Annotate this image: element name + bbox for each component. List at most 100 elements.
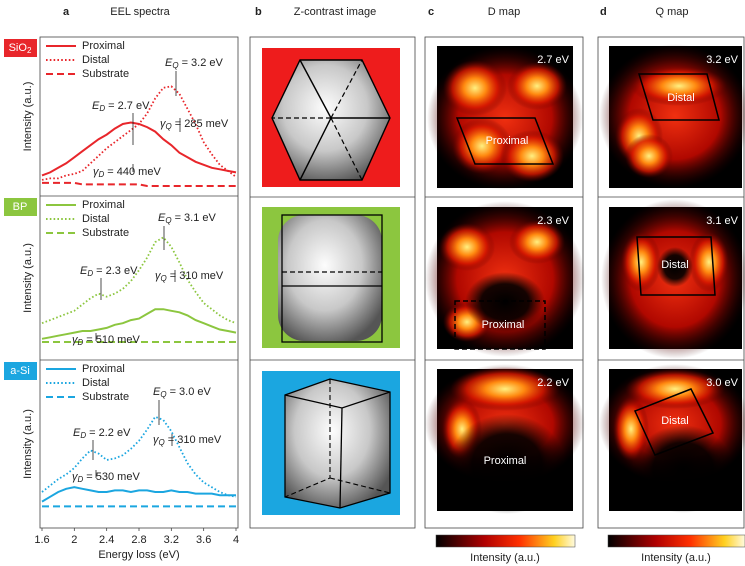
annotation-text: = 2.7 eV [108, 100, 150, 112]
map-intensity [507, 62, 567, 110]
annotation-text: = 3.2 eV [182, 57, 224, 69]
annotation: ED= 2.3 eV [80, 265, 138, 278]
annotation-text: = 285 meV [175, 118, 229, 130]
annotation: γQ= 310 meV [155, 270, 224, 283]
annotation-subscript: Q [166, 122, 172, 131]
colorbar-label: Intensity (a.u.) [470, 552, 540, 564]
annotation-text: = 530 meV [86, 471, 140, 483]
legend-label: Distal [82, 213, 110, 225]
annotation: EQ= 3.2 eV [165, 57, 224, 70]
x-tick-label: 2 [71, 534, 77, 546]
map-image: 3.1 eV Distal [601, 199, 745, 359]
annotation-text: = 310 meV [170, 270, 224, 282]
y-axis-label: Intensity (a.u.) [22, 243, 34, 313]
annotation: ED= 2.2 eV [73, 427, 131, 440]
map-image: 2.3 eV Proximal [425, 201, 585, 357]
sample-label: BP [13, 201, 28, 213]
map-intensity [439, 223, 495, 271]
x-tick-label: 1.6 [34, 534, 49, 546]
annotation-subscript: Q [160, 390, 166, 399]
legend-label: Proximal [82, 40, 125, 52]
y-axis-label: Intensity (a.u.) [22, 82, 34, 152]
series-line [42, 487, 236, 501]
annotation-subscript: D [99, 104, 105, 113]
annotation: γQ= 285 meV [160, 118, 229, 131]
colorbar [436, 535, 575, 547]
annotation: γD= 530 meV [72, 471, 140, 484]
panel-letter: b [255, 6, 262, 18]
annotation-subscript: D [78, 475, 84, 484]
map-intensity [621, 232, 661, 292]
x-tick-label: 2.8 [131, 534, 146, 546]
annotation: γQ= 310 meV [153, 434, 222, 447]
annotation: γD= 440 meV [93, 166, 161, 179]
map-image: 2.7 eV Proximal [427, 46, 583, 190]
figure: 2.7 eV Proximal 2.3 eV Proximal 2.2 eV Proxim… [0, 0, 745, 566]
annotation-text: = 3.1 eV [175, 212, 217, 224]
map-region: Proximal [482, 319, 525, 331]
legend-label: Substrate [82, 391, 129, 403]
legend-label: Proximal [82, 363, 125, 375]
panel-letter: d [600, 6, 607, 18]
legend-label: Proximal [82, 199, 125, 211]
x-tick-label: 4 [233, 534, 239, 546]
map-region: Distal [661, 415, 689, 427]
sample-name: BP [13, 201, 28, 213]
map-region: Proximal [486, 135, 529, 147]
annotation-text: = 2.3 eV [96, 265, 138, 277]
sample-name: SiO [9, 42, 28, 54]
map-energy: 2.3 eV [537, 215, 569, 227]
panel-title: Q map [655, 6, 688, 18]
map-region: Distal [661, 259, 689, 271]
panel-title: D map [488, 6, 520, 18]
colorbar [608, 535, 745, 547]
annotation-subscript: D [99, 170, 105, 179]
series-line [42, 417, 236, 497]
annotation-subscript: Q [172, 61, 178, 70]
annotation-subscript: Q [161, 274, 167, 283]
map-region: Proximal [484, 455, 527, 467]
y-axis-label: Intensity (a.u.) [22, 409, 34, 479]
sample-subscript: 2 [27, 46, 32, 55]
maps: 2.7 eV Proximal 2.3 eV Proximal 2.2 eV Proxim… [425, 44, 745, 514]
annotation-text: = 2.2 eV [89, 427, 131, 439]
panel-title: EEL spectra [110, 6, 170, 18]
map-energy: 2.2 eV [537, 377, 569, 389]
map-intensity [689, 232, 729, 292]
map-energy: 3.1 eV [706, 215, 738, 227]
map-image: 2.2 eV Proximal [425, 364, 585, 514]
annotation-text: = 310 meV [168, 434, 222, 446]
colorbar-label: Intensity (a.u.) [641, 552, 711, 564]
annotation: γD= 510 meV [72, 334, 140, 347]
map-intensity [443, 60, 507, 116]
map-intensity [625, 134, 673, 178]
sample-name: a-Si [10, 365, 30, 377]
annotation-subscript: Q [165, 216, 171, 225]
map-energy: 2.7 eV [537, 54, 569, 66]
panel-title: Z-contrast image [294, 6, 377, 18]
annotation-text: = 3.0 eV [170, 386, 212, 398]
annotation-subscript: D [87, 269, 93, 278]
annotation: EQ= 3.1 eV [158, 212, 217, 225]
legend-label: Distal [82, 377, 110, 389]
annotation-subscript: D [78, 338, 84, 347]
x-axis-label: Energy loss (eV) [98, 549, 179, 561]
map-region: Distal [667, 92, 695, 104]
annotation-text: = 440 meV [107, 166, 161, 178]
legend-label: Substrate [82, 227, 129, 239]
legend-label: Substrate [82, 68, 129, 80]
panel-b-images [262, 48, 400, 515]
x-tick-label: 3.2 [164, 534, 179, 546]
annotation-subscript: Q [159, 438, 165, 447]
x-tick-label: 3.6 [196, 534, 211, 546]
panel-letter: c [428, 6, 434, 18]
legend-label: Distal [82, 54, 110, 66]
annotation-subscript: D [80, 431, 86, 440]
annotation: ED= 2.7 eV [92, 100, 150, 113]
annotation: EQ= 3.0 eV [153, 386, 212, 399]
series-line [42, 183, 236, 186]
panel-letter: a [63, 6, 70, 18]
x-tick-label: 2.4 [99, 534, 114, 546]
